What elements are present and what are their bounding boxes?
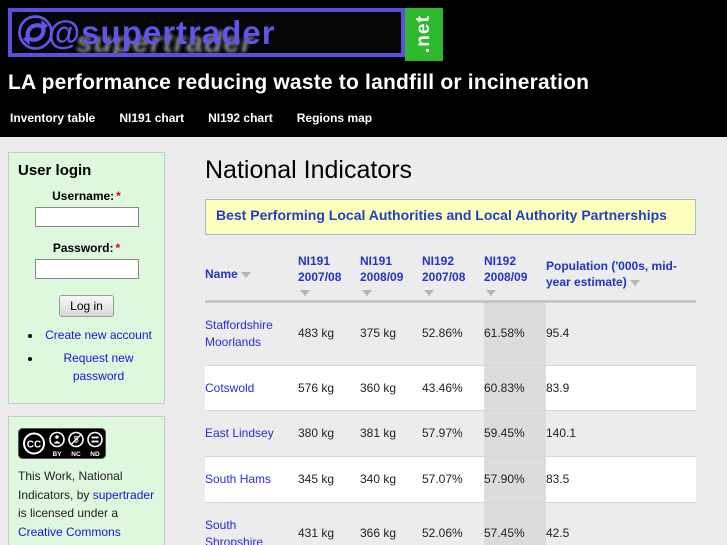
page-title: National Indicators <box>205 156 413 184</box>
sort-ni192-0708-link[interactable]: NI192 2007/08 <box>422 253 466 284</box>
column-header-ni191-0708: NI191 2007/08 <box>298 247 360 302</box>
sort-arrow-icon <box>486 289 496 296</box>
login-form: Username:* Password:* Log in Create new … <box>18 189 155 385</box>
svg-text:BY: BY <box>52 451 62 458</box>
sort-arrow-icon <box>629 280 640 287</box>
required-marker: * <box>115 241 121 255</box>
cell-ni192-0809: 57.45% <box>484 502 546 545</box>
sidebar: User login Username: * Password: * Log in … <box>8 152 165 545</box>
login-button[interactable]: Log in <box>59 295 114 317</box>
table-row: Cotswold 576 kg 360 kg 43.46% 60.83% 83.… <box>205 365 696 411</box>
table-row: Staffordshire Moorlands 483 kg 375 kg 52… <box>205 301 696 366</box>
nav-item-inventory-table[interactable]: Inventory table <box>10 111 96 125</box>
cell-ni192-0809: 60.83% <box>484 365 546 411</box>
table-header-row: Name NI191 2007/08 NI191 2008/09 NI192 2007… <box>205 247 696 302</box>
recycle-icon <box>18 15 53 50</box>
table-row: East Lindsey 380 kg 381 kg 57.97% 59.45%… <box>205 410 696 457</box>
list-item: Request new password <box>42 350 155 385</box>
cell-ni192-0708: 43.46% <box>422 380 463 395</box>
sort-ni191-0708-link[interactable]: NI191 2007/08 <box>298 253 342 284</box>
cell-ni191-0809: 381 kg <box>360 426 397 441</box>
logo-frame: supertrader @supertrader <box>8 8 405 57</box>
login-title: User login <box>18 162 92 179</box>
cell-ni192-0708: 52.06% <box>422 526 463 541</box>
authority-link[interactable]: East Lindsey <box>205 426 274 441</box>
svg-text:CC: CC <box>27 440 41 451</box>
cell-ni192-0708: 57.07% <box>422 472 463 487</box>
nav-item-ni191-chart[interactable]: NI191 chart <box>119 111 185 125</box>
cell-ni191-0809: 360 kg <box>360 380 397 395</box>
username-label: Username: * <box>52 189 121 203</box>
table-row: South Hams 345 kg 340 kg 57.07% 57.90% 8… <box>205 456 696 503</box>
supertrader-link[interactable]: supertrader <box>92 487 155 502</box>
svg-text:ND: ND <box>90 451 100 458</box>
license-text: This Work, National Indicators, by super… <box>18 467 155 545</box>
required-marker: * <box>116 189 121 203</box>
cell-ni192-0708: 57.97% <box>422 426 463 441</box>
column-header-ni192-0708: NI192 2007/08 <box>422 247 484 302</box>
main-content: National Indicators Best Performing Loca… <box>205 152 696 545</box>
create-account-link[interactable]: Create new account <box>45 328 152 342</box>
cell-ni191-0809: 340 kg <box>360 472 397 487</box>
password-label: Password: * <box>52 241 121 255</box>
logo-tld-badge: .net <box>405 8 443 61</box>
cell-ni192-0708: 52.86% <box>422 326 463 341</box>
cell-ni191-0708: 483 kg <box>298 326 335 341</box>
cell-ni191-0708: 380 kg <box>298 426 335 441</box>
content-area: User login Username: * Password: * Log in … <box>0 137 727 545</box>
authority-link[interactable]: Cotswold <box>205 380 255 395</box>
list-item: Create new account <box>42 327 155 344</box>
cc-license-link[interactable]: Creative Commons Attribution-NonCommerci… <box>18 524 121 545</box>
site-title: LA performance reducing waste to landfil… <box>8 71 590 94</box>
nav-item-regions-map[interactable]: Regions map <box>296 111 373 125</box>
cell-ni192-0809: 61.58% <box>484 301 546 366</box>
cell-ni191-0809: 366 kg <box>360 526 397 541</box>
cell-ni191-0708: 576 kg <box>298 380 335 395</box>
sort-arrow-icon <box>424 289 434 296</box>
login-links-list: Create new account Request new password <box>42 327 155 385</box>
logo-text: @supertrader <box>48 13 276 51</box>
license-box: CC BY $ NC ND This Work, National Indica… <box>8 416 165 545</box>
site-header: supertrader @supertrader .net LA perform… <box>0 0 727 137</box>
request-password-link[interactable]: Request new password <box>63 351 134 383</box>
cell-ni191-0708: 345 kg <box>298 472 335 487</box>
sort-population-link[interactable]: Population ('000s, mid-year estimate) <box>546 259 677 290</box>
column-header-ni192-0809: NI192 2008/09 <box>484 247 546 302</box>
cell-ni192-0809: 59.45% <box>484 410 546 457</box>
best-performing-banner: Best Performing Local Authorities and Lo… <box>205 199 696 235</box>
cell-population: 83.5 <box>546 472 570 487</box>
sort-arrow-icon <box>300 289 310 296</box>
cell-population: 83.9 <box>546 380 570 395</box>
username-input[interactable] <box>34 207 139 227</box>
cell-ni191-0708: 431 kg <box>298 526 335 541</box>
column-header-ni191-0809: NI191 2008/09 <box>360 247 422 302</box>
cell-ni192-0809: 57.90% <box>484 456 546 503</box>
nav-item-ni192-chart[interactable]: NI192 chart <box>208 111 273 125</box>
column-header-name: Name <box>205 247 298 302</box>
creative-commons-badge-icon[interactable]: CC BY $ NC ND <box>18 428 106 460</box>
sort-ni192-0809-link[interactable]: NI192 2008/09 <box>484 253 528 284</box>
svg-text:NC: NC <box>71 451 81 458</box>
sort-name-link[interactable]: Name <box>205 267 238 282</box>
cell-ni191-0809: 375 kg <box>360 326 397 341</box>
cell-population: 95.4 <box>546 326 570 341</box>
table-row: South Shropshire 431 kg 366 kg 52.06% 57… <box>205 502 696 545</box>
user-login-box: User login Username: * Password: * Log in … <box>8 152 165 405</box>
authority-link[interactable]: Staffordshire Moorlands <box>205 317 273 349</box>
sort-arrow-icon <box>240 272 251 279</box>
site-logo[interactable]: supertrader @supertrader .net <box>8 8 727 61</box>
authority-link[interactable]: South Shropshire <box>205 517 264 545</box>
cell-population: 140.1 <box>546 426 577 441</box>
password-input[interactable] <box>34 259 139 279</box>
sort-arrow-icon <box>362 289 372 296</box>
column-header-population: Population ('000s, mid-year estimate) <box>546 247 696 302</box>
authority-link[interactable]: South Hams <box>205 472 272 487</box>
main-nav: Inventory table NI191 chart NI192 chart … <box>8 111 727 125</box>
sort-ni191-0809-link[interactable]: NI191 2008/09 <box>360 253 404 284</box>
cell-population: 42.5 <box>546 526 570 541</box>
indicators-table: Name NI191 2007/08 NI191 2008/09 NI192 2007… <box>205 247 696 545</box>
logo-shadow-text: supertrader <box>76 26 254 57</box>
